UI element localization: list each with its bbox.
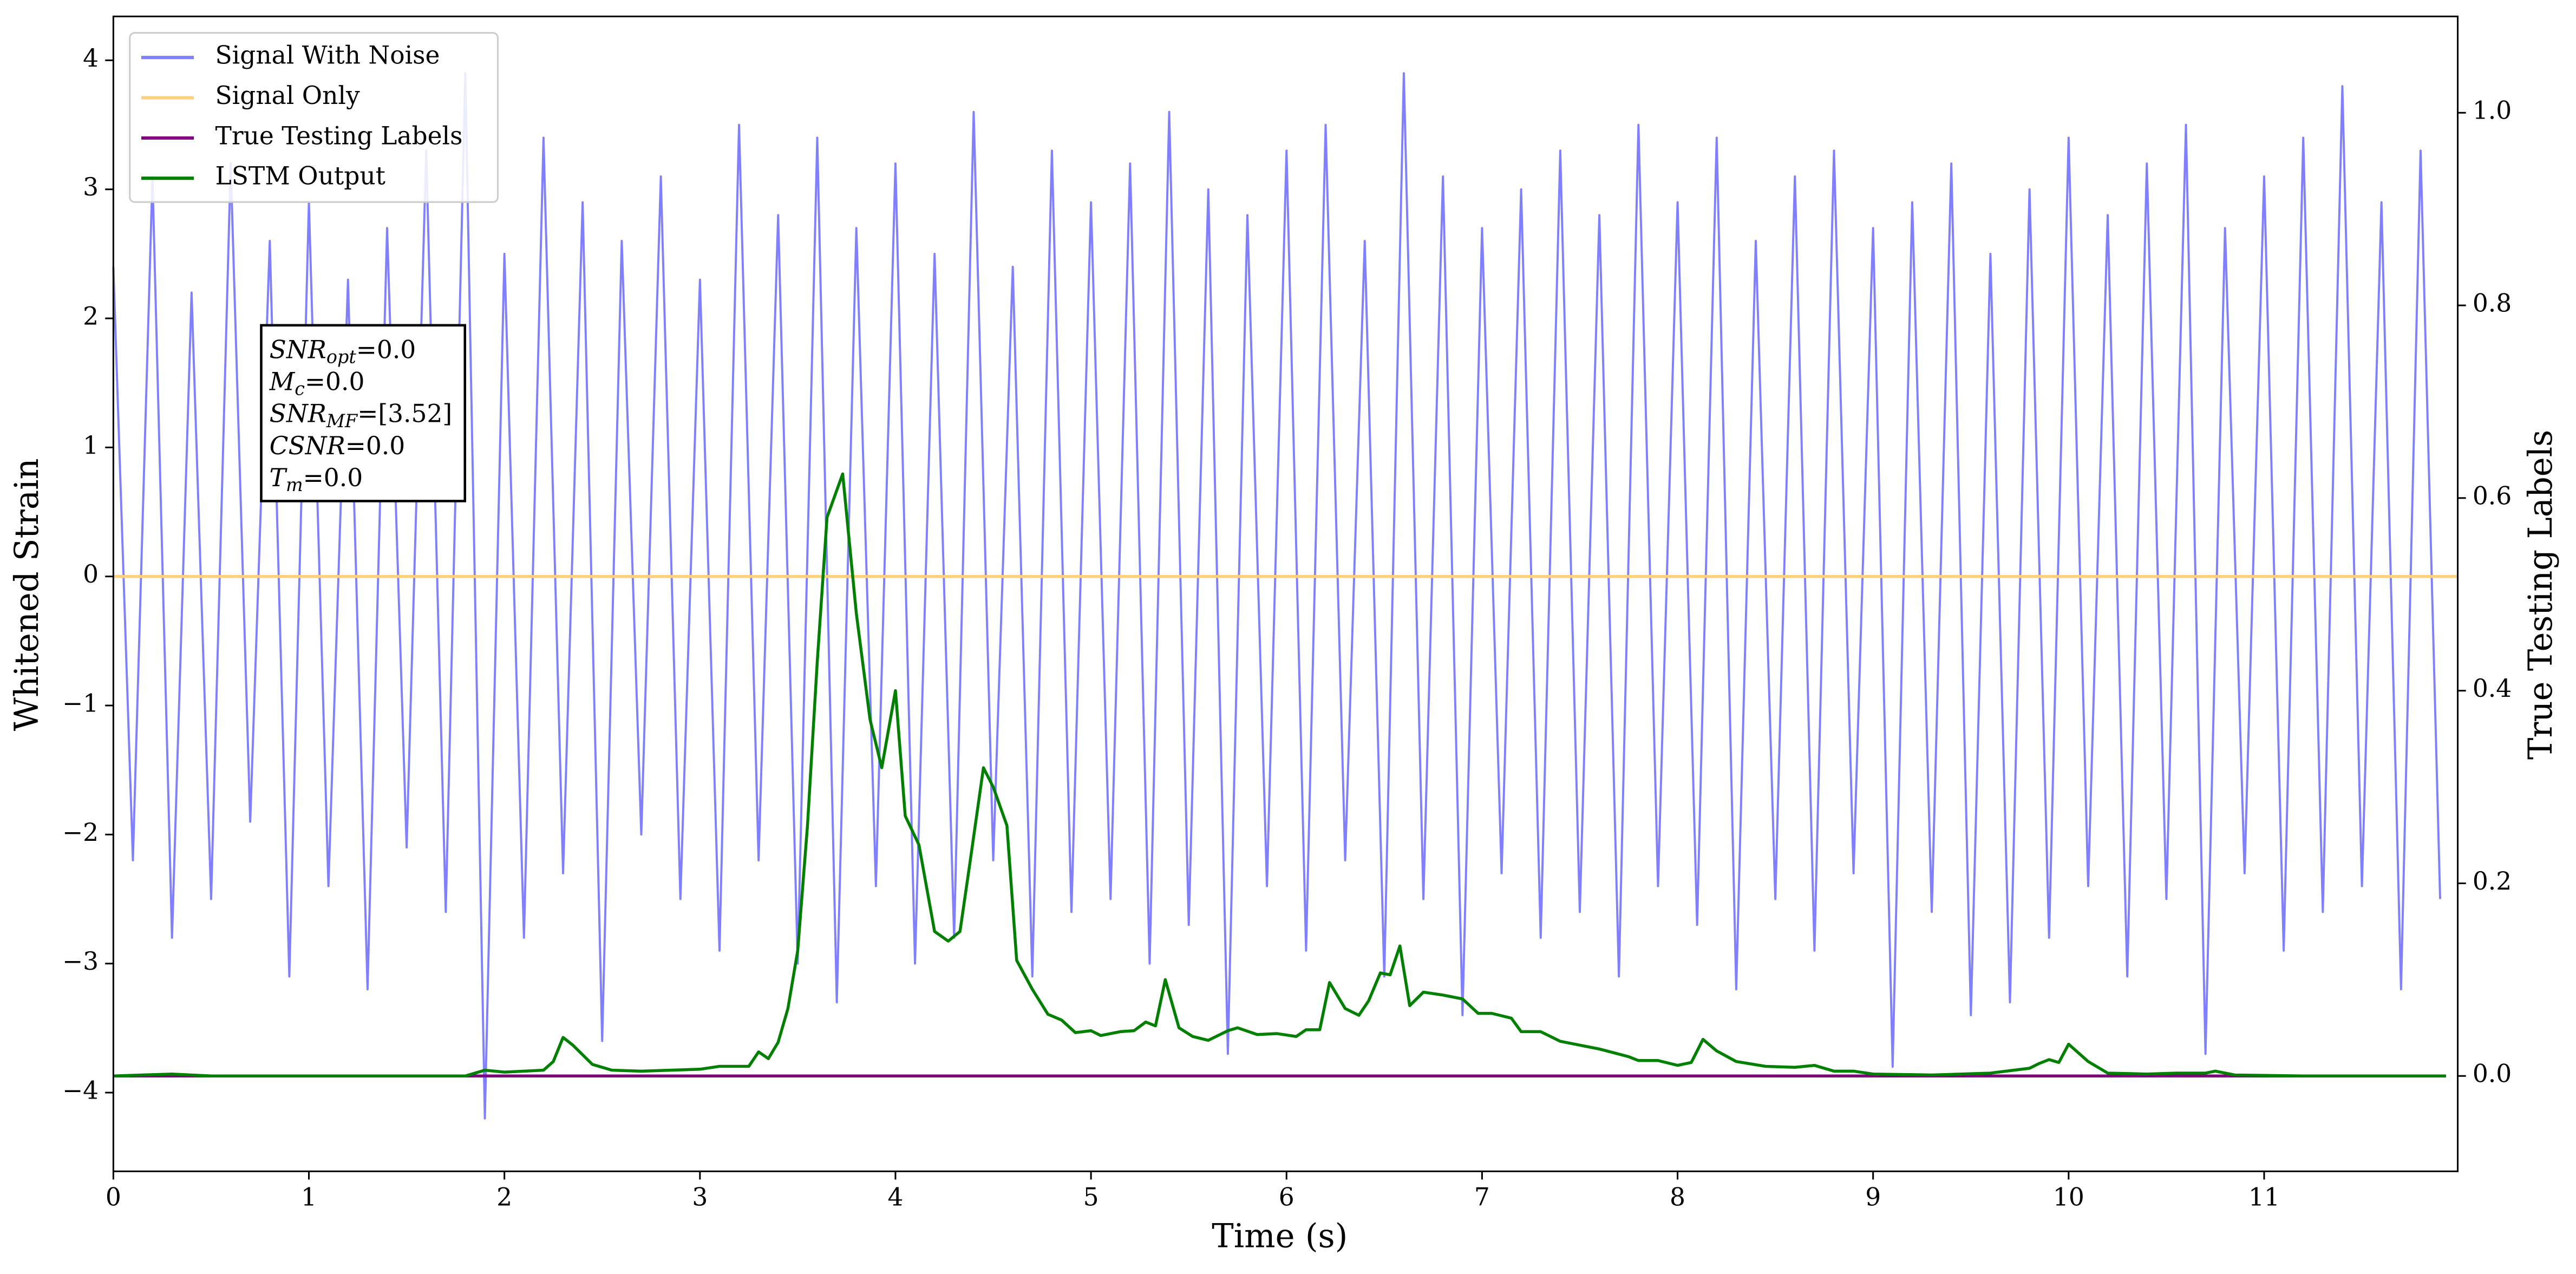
- y-tick-label: 3: [83, 173, 99, 201]
- legend-label: True Testing Labels: [215, 121, 463, 150]
- x-tick-label: 11: [2248, 1182, 2280, 1211]
- y2-tick-label: 0.8: [2473, 289, 2512, 318]
- annotation-subscript: c: [295, 378, 305, 400]
- x-tick-label: 9: [1865, 1182, 1881, 1211]
- legend-label: Signal Only: [215, 81, 360, 110]
- y-tick-label: 1: [83, 431, 99, 460]
- x-tick-label: 6: [1279, 1182, 1294, 1211]
- y-tick-label: 0: [83, 560, 99, 589]
- y-tick-label: −1: [62, 689, 99, 718]
- x-tick-label: 10: [2053, 1182, 2084, 1211]
- series-line: [112, 72, 2441, 1120]
- plot-frame: [112, 15, 2459, 1172]
- x-tick-label: 8: [1670, 1182, 1685, 1211]
- annotation-line: Tm=0.0: [270, 463, 363, 495]
- y-tick-label: 2: [83, 302, 99, 331]
- annotation-box: [260, 324, 467, 502]
- y2-tick-label: 0.4: [2473, 674, 2512, 703]
- annotation-line: SNRMF=[3.52]: [270, 399, 453, 432]
- annotation-line: Mc=0.0: [269, 367, 365, 400]
- annotation-value: =[3.52]: [357, 399, 452, 428]
- annotation-symbol: SNR: [270, 399, 326, 428]
- y2-axis-label: True Testing Labels: [2522, 430, 2560, 760]
- annotation-subscript: MF: [326, 410, 358, 432]
- x-tick-label: 0: [106, 1182, 121, 1211]
- y2-tick-label: 0.0: [2473, 1060, 2512, 1088]
- x-tick-label: 4: [887, 1182, 903, 1211]
- y-axis-label: Whitened Strain: [8, 458, 46, 731]
- x-tick-label: 2: [496, 1182, 512, 1211]
- annotation-symbol: SNR: [270, 335, 326, 364]
- annotation-value: =0.0: [345, 431, 405, 460]
- y-tick-label: −2: [62, 818, 99, 847]
- annotation-value: =0.0: [356, 335, 416, 364]
- annotation-symbol: M: [269, 367, 296, 396]
- x-tick-label: 7: [1474, 1182, 1490, 1211]
- y-tick-label: −4: [62, 1076, 99, 1105]
- y2-tick-label: 1.0: [2473, 96, 2512, 125]
- y2-tick-label: 0.2: [2473, 867, 2512, 896]
- y-tick-label: 4: [83, 44, 99, 73]
- x-axis-label: Time (s): [1212, 1217, 1348, 1255]
- annotation: SNRopt=0.0Mc=0.0SNRMF=[3.52]CSNR=0.0Tm=0…: [260, 324, 467, 502]
- annotation-symbol: CSNR: [270, 431, 345, 460]
- annotation-subscript: m: [286, 474, 303, 495]
- annotation-subscript: opt: [326, 346, 356, 367]
- series-line: [113, 472, 2446, 1077]
- y-tick-label: −3: [62, 947, 99, 976]
- legend-box: [129, 32, 499, 203]
- x-tick-label: 3: [692, 1182, 708, 1211]
- legend-label: LSTM Output: [215, 162, 385, 191]
- legend-label: Signal With Noise: [215, 41, 440, 70]
- legend: Signal With Noise Signal Only True Testing…: [129, 32, 499, 203]
- annotation-line: CSNR=0.0: [270, 431, 406, 460]
- annotation-value: =0.0: [303, 463, 363, 492]
- x-tick-label: 5: [1083, 1182, 1099, 1211]
- x-tick-label: 1: [301, 1182, 317, 1211]
- y2-tick-label: 0.6: [2473, 481, 2512, 510]
- annotation-symbol: T: [270, 463, 288, 492]
- annotation-value: =0.0: [305, 367, 364, 396]
- annotation-line: SNRopt=0.0: [270, 335, 416, 368]
